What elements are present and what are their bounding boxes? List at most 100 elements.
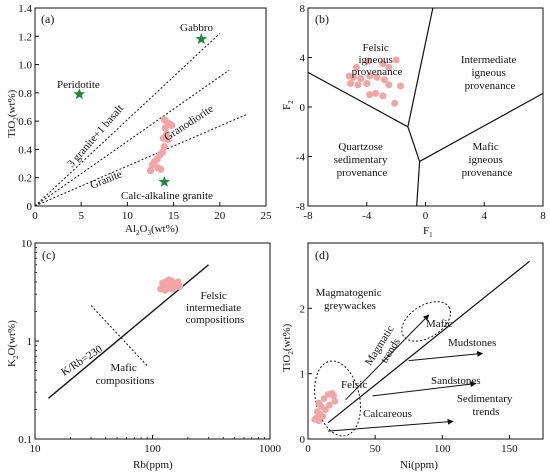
panel-d-trend-arrow-4 <box>328 418 454 432</box>
panel-c-x-tick-label: 1000 <box>259 443 282 455</box>
panel-d-point <box>319 412 327 420</box>
panel-b-boundary-4 <box>419 92 544 162</box>
panel-a-star-marker <box>158 175 171 187</box>
panel-d-calcareous-label: Calcareous <box>363 408 412 420</box>
panel-c-divider-line <box>90 305 148 367</box>
panel-b-point <box>373 73 381 81</box>
panel-b-point <box>391 99 399 107</box>
panel-b-point <box>350 73 358 81</box>
panel-a-y-tick-label: 1.0 <box>18 60 32 72</box>
panel-b-x-tick-label: 8 <box>540 210 546 222</box>
panel-a-y-tick-label: 1.2 <box>18 31 32 43</box>
panel-c-x-axis-label: Rb(ppm) <box>133 459 173 471</box>
panel-b-point <box>392 56 400 64</box>
panel-b-boundary-2 <box>407 7 434 127</box>
panel-a-point <box>160 143 168 151</box>
panel-b-intermediate-field: Intermediate igneous provenance <box>461 54 519 92</box>
panel-a-point <box>157 165 165 173</box>
panel-c-x-tick-label: 100 <box>144 443 161 455</box>
panel-d-mafic-label: Mafic <box>426 318 452 330</box>
panel-d-field-ellipses <box>314 301 452 437</box>
panel-c-chart: (c) 10 100 1000 0.1 1 10 Felsic intermediate… <box>6 238 282 471</box>
panel-a-x-axis-label: Al2O3(wt%) <box>125 223 179 237</box>
panel-a-line-3 <box>34 113 248 207</box>
panel-b-point <box>363 79 371 87</box>
panel-a-label: (a) <box>41 12 54 26</box>
panel-a-star-marker <box>73 88 86 100</box>
panel-a-x-tick-label: 20 <box>214 210 226 222</box>
panel-b-x-tick-label: 0 <box>423 210 429 222</box>
panel-c-point <box>165 276 173 284</box>
panel-c-y-axis-label: K2O(wt%) <box>6 320 20 367</box>
panel-d-y-tick-label: 1 <box>300 369 306 381</box>
panel-c-ratio-label: K/Rb=230 <box>59 343 105 379</box>
panel-d-sedimentary-label: Sedimentary trends <box>457 393 515 418</box>
panel-a-x-tick-label: 15 <box>168 210 180 222</box>
panel-a-point <box>164 135 172 144</box>
panel-a-point <box>168 121 176 129</box>
panel-a-y-tick-label: 1.4 <box>18 3 32 15</box>
panel-a-point <box>161 124 169 132</box>
panel-a-data-points <box>146 116 176 175</box>
panel-b-field-boundaries <box>307 7 544 207</box>
panel-b-boundary-3 <box>407 126 421 162</box>
panel-b-point <box>352 63 360 71</box>
panel-a-x-tick-label: 0 <box>32 210 38 222</box>
panel-b-mafic-field: Mafic igneous provenance <box>462 141 513 179</box>
panel-b-chart: (b) -8 -4 0 4 8 -8 -4 0 4 8 Felsic igneous prove… <box>281 3 546 239</box>
panel-b-point <box>366 91 374 99</box>
panel-d-x-tick-label: 0 <box>305 443 311 455</box>
panel-d-point <box>322 406 329 413</box>
panel-b-point <box>379 92 387 100</box>
panel-c-data-points <box>157 276 184 294</box>
panel-a-y-tick-label: 0.4 <box>18 144 32 156</box>
panel-c-point <box>175 282 184 291</box>
panel-b-x-tick-label: -4 <box>362 210 372 222</box>
panel-a-point <box>148 161 156 169</box>
panel-b-label: (b) <box>315 12 329 26</box>
panel-c-y-tick-label: 1 <box>27 336 33 348</box>
panel-b-felsic-field: Felsic igneous provenance <box>352 42 403 78</box>
panel-a-line3-label: Granite <box>89 168 124 192</box>
panel-d-frame <box>307 242 544 440</box>
panel-d-trend-arrow-3 <box>372 381 477 397</box>
panel-b-y-tick-label: -4 <box>296 152 306 164</box>
panel-a-chart: (a) 0 5 10 15 20 25 0 0.2 0.4 0.6 0.8 1.0 1.2 1.4 Pe… <box>6 3 272 237</box>
panel-d-trend-arrow-1 <box>345 314 430 401</box>
panel-b-point <box>347 79 355 87</box>
panel-d-y-tick-label: 2 <box>300 303 306 315</box>
panel-a-y-tick-label: 0 <box>27 201 33 213</box>
panel-c-label: (c) <box>42 248 55 262</box>
panel-b-point <box>385 63 393 71</box>
panel-b-data-points <box>345 56 405 107</box>
panel-d-y-ticks: 0 1 2 <box>300 303 312 446</box>
panel-d-sandstones-label: Sandstones <box>431 375 481 387</box>
panel-b-y-axis-label: F2 <box>281 100 295 110</box>
panel-d-x-tick-label: 100 <box>434 443 451 455</box>
panel-d-felsic-label: Felsic <box>341 379 367 391</box>
panel-c-y-tick-label: 0.1 <box>18 434 32 446</box>
panel-b-x-tick-label: 4 <box>482 210 488 222</box>
panel-a-reference-stars <box>73 33 208 187</box>
panel-d-x-tick-label: 150 <box>501 443 518 455</box>
panel-d-greywacke-field: Magmatogenic greywackes <box>316 287 385 312</box>
panel-b-boundary-5 <box>416 161 421 207</box>
panel-d-data-points <box>311 389 339 425</box>
panel-b-point <box>372 89 380 97</box>
panel-c-frame <box>34 242 271 440</box>
panel-b-point <box>364 57 372 65</box>
panel-b-point <box>379 60 387 68</box>
panel-c-felsic-field: Felsic intermediate compositions <box>186 290 245 326</box>
panel-d-mafic-ellipse <box>401 301 452 342</box>
panel-b-x-axis-label: F1 <box>423 225 433 239</box>
panel-d-x-tick-label: 50 <box>370 443 382 455</box>
panel-d-x-ticks: 0 50 100 150 <box>305 435 518 455</box>
panel-b-y-tick-label: -8 <box>296 201 306 213</box>
panel-c-x-ticks: 10 100 1000 <box>30 435 282 455</box>
panel-b-x-ticks: -8 -4 0 4 8 <box>303 202 546 222</box>
panel-d-felsic-ellipse <box>314 360 361 437</box>
panel-b-point <box>397 82 405 90</box>
panel-a-peridotite-label: Peridotite <box>57 79 100 91</box>
panel-d-y-tick-label: 0 <box>300 434 306 446</box>
